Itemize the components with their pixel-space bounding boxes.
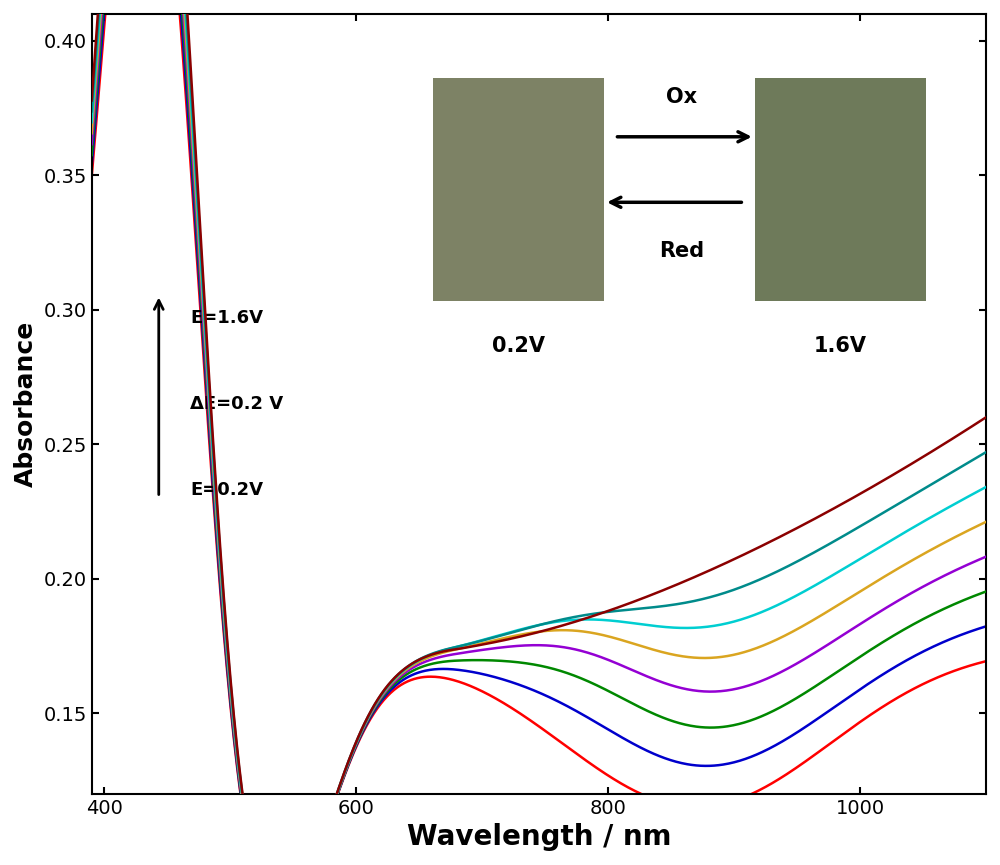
Y-axis label: Absorbance: Absorbance	[14, 321, 38, 487]
Text: E=1.6V: E=1.6V	[190, 309, 263, 327]
X-axis label: Wavelength / nm: Wavelength / nm	[407, 823, 671, 851]
Text: E=0.2V: E=0.2V	[190, 481, 263, 498]
Text: ΔE=0.2 V: ΔE=0.2 V	[190, 394, 283, 413]
